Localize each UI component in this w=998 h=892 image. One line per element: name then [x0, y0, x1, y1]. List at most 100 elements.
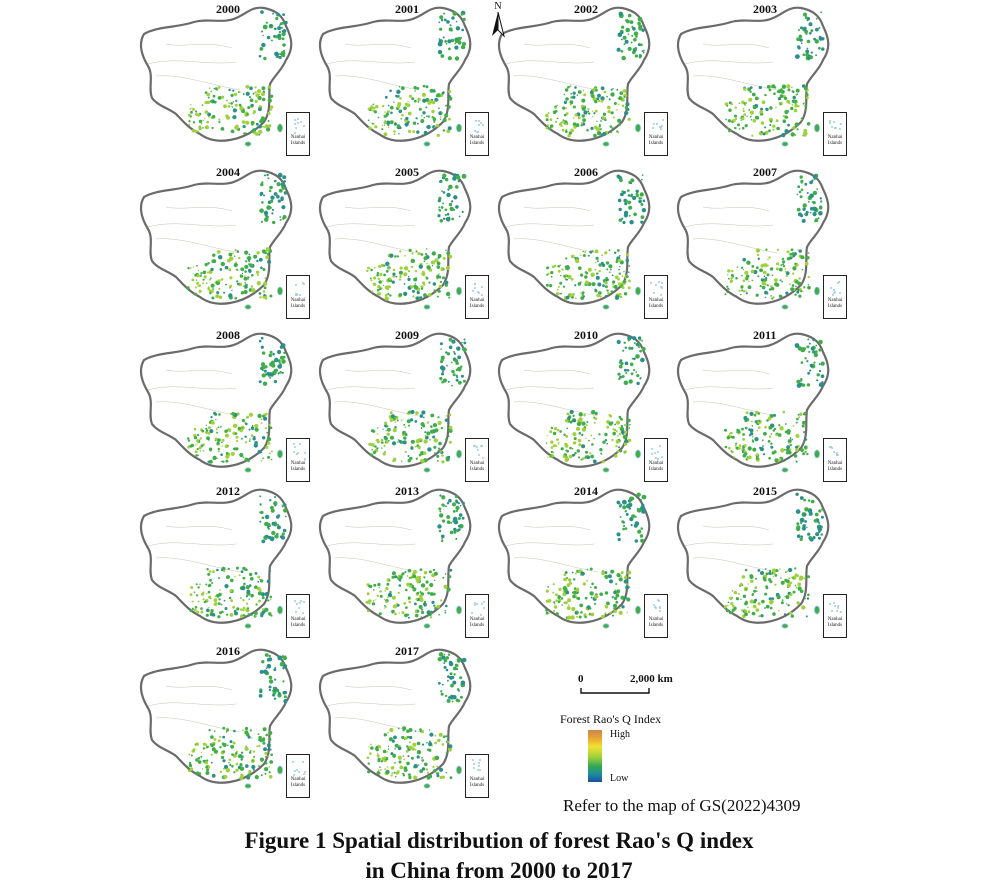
- map-panel-2001: 2001 Nanhai Islands: [315, 2, 495, 164]
- nanhai-islands-inset: Nanhai Islands: [823, 438, 847, 482]
- legend-title: Forest Rao's Q Index: [560, 712, 662, 726]
- map-year-label: 2012: [216, 484, 240, 498]
- china-map: [676, 6, 830, 147]
- country-boundary: [139, 332, 293, 468]
- map-year-label: 2011: [753, 328, 777, 342]
- nanhai-islands-label: Nanhai Islands: [648, 617, 664, 628]
- country-boundary: [318, 648, 472, 784]
- map-year-label: 2004: [216, 165, 240, 179]
- china-map: [318, 6, 472, 147]
- map-year-label: 2000: [216, 2, 240, 16]
- map-year-label: 2007: [753, 165, 777, 179]
- china-map: [676, 169, 830, 310]
- scale-bar-end-label: 2,000 km: [630, 673, 673, 685]
- nanhai-islands-label: Nanhai Islands: [290, 617, 306, 628]
- nanhai-islands-inset: Nanhai Islands: [644, 112, 668, 156]
- map-year-label: 2009: [395, 328, 419, 342]
- country-boundary: [139, 488, 293, 624]
- china-map: [139, 648, 293, 789]
- map-year-label: 2010: [574, 328, 598, 342]
- nanhai-islands-inset: Nanhai Islands: [823, 112, 847, 156]
- map-year-label: 2016: [216, 644, 240, 658]
- nanhai-islands-inset: Nanhai Islands: [644, 275, 668, 319]
- china-map: [497, 488, 651, 629]
- nanhai-islands-inset: Nanhai Islands: [644, 594, 668, 638]
- country-boundary: [497, 488, 651, 624]
- nanhai-islands-label: Nanhai Islands: [827, 135, 843, 146]
- china-map: [318, 169, 472, 310]
- legend-color-ramp: [588, 730, 602, 782]
- nanhai-islands-inset: Nanhai Islands: [286, 594, 310, 638]
- map-year-label: 2015: [753, 484, 777, 498]
- china-map: [318, 488, 472, 629]
- nanhai-islands-label: Nanhai Islands: [827, 617, 843, 628]
- nanhai-islands-inset: Nanhai Islands: [286, 438, 310, 482]
- map-panel-2006: 2006 Nanhai Islands: [494, 165, 674, 327]
- nanhai-islands-inset: Nanhai Islands: [465, 438, 489, 482]
- nanhai-islands-inset: Nanhai Islands: [286, 112, 310, 156]
- map-year-label: 2013: [395, 484, 419, 498]
- map-panel-2014: 2014 Nanhai Islands: [494, 484, 674, 646]
- nanhai-islands-label: Nanhai Islands: [648, 135, 664, 146]
- china-map: [497, 6, 651, 147]
- country-boundary: [676, 169, 830, 305]
- scale-bar-start-label: 0: [578, 673, 584, 685]
- nanhai-islands-inset: Nanhai Islands: [823, 594, 847, 638]
- map-panel-2002: 2002 Nanhai Islands: [494, 2, 674, 164]
- country-boundary: [497, 6, 651, 142]
- nanhai-islands-label: Nanhai Islands: [469, 617, 485, 628]
- map-year-label: 2006: [574, 165, 598, 179]
- map-year-label: 2003: [753, 2, 777, 16]
- map-year-label: 2008: [216, 328, 240, 342]
- nanhai-islands-label: Nanhai Islands: [469, 461, 485, 472]
- nanhai-islands-inset: Nanhai Islands: [823, 275, 847, 319]
- map-year-label: 2017: [395, 644, 419, 658]
- nanhai-islands-inset: Nanhai Islands: [286, 275, 310, 319]
- map-panel-2011: 2011 Nanhai Islands: [673, 328, 853, 490]
- nanhai-islands-label: Nanhai Islands: [290, 298, 306, 309]
- nanhai-islands-label: Nanhai Islands: [290, 135, 306, 146]
- china-map: [139, 332, 293, 473]
- map-panel-2008: 2008 Nanhai Islands: [136, 328, 316, 490]
- nanhai-islands-label: Nanhai Islands: [469, 298, 485, 309]
- china-map: [676, 332, 830, 473]
- nanhai-islands-inset: Nanhai Islands: [286, 754, 310, 798]
- map-reference-note: Refer to the map of GS(2022)4309: [563, 796, 801, 815]
- nanhai-islands-label: Nanhai Islands: [648, 461, 664, 472]
- map-panel-2000: 2000 Nanhai Islands: [136, 2, 316, 164]
- map-panel-2010: 2010 Nanhai Islands: [494, 328, 674, 490]
- country-boundary: [139, 648, 293, 784]
- nanhai-islands-inset: Nanhai Islands: [465, 594, 489, 638]
- china-map: [318, 332, 472, 473]
- map-panel-2013: 2013 Nanhai Islands: [315, 484, 495, 646]
- country-boundary: [676, 332, 830, 468]
- nanhai-islands-label: Nanhai Islands: [469, 135, 485, 146]
- legend-high-label: High: [610, 729, 630, 740]
- nanhai-islands-label: Nanhai Islands: [827, 461, 843, 472]
- figure-caption-line2: in China from 2000 to 2017: [365, 858, 633, 883]
- north-arrow-icon: [492, 12, 498, 36]
- country-boundary: [318, 6, 472, 142]
- north-arrow-label: N: [494, 1, 501, 12]
- nanhai-islands-label: Nanhai Islands: [469, 777, 485, 788]
- map-year-label: 2014: [574, 484, 598, 498]
- nanhai-islands-label: Nanhai Islands: [648, 298, 664, 309]
- country-boundary: [497, 169, 651, 305]
- map-panel-2003: 2003 Nanhai Islands: [673, 2, 853, 164]
- map-panel-2007: 2007 Nanhai Islands: [673, 165, 853, 327]
- nanhai-islands-inset: Nanhai Islands: [644, 438, 668, 482]
- china-map: [318, 648, 472, 789]
- china-map: [139, 169, 293, 310]
- country-boundary: [139, 169, 293, 305]
- map-panel-2016: 2016 Nanhai Islands: [136, 644, 316, 806]
- nanhai-islands-label: Nanhai Islands: [827, 298, 843, 309]
- china-map: [139, 488, 293, 629]
- country-boundary: [318, 488, 472, 624]
- map-panel-2015: 2015 Nanhai Islands: [673, 484, 853, 646]
- map-panel-2005: 2005 Nanhai Islands: [315, 165, 495, 327]
- map-year-label: 2002: [574, 2, 598, 16]
- nanhai-islands-label: Nanhai Islands: [290, 777, 306, 788]
- north-arrow: N: [489, 0, 507, 40]
- china-map: [497, 169, 651, 310]
- nanhai-islands-inset: Nanhai Islands: [465, 112, 489, 156]
